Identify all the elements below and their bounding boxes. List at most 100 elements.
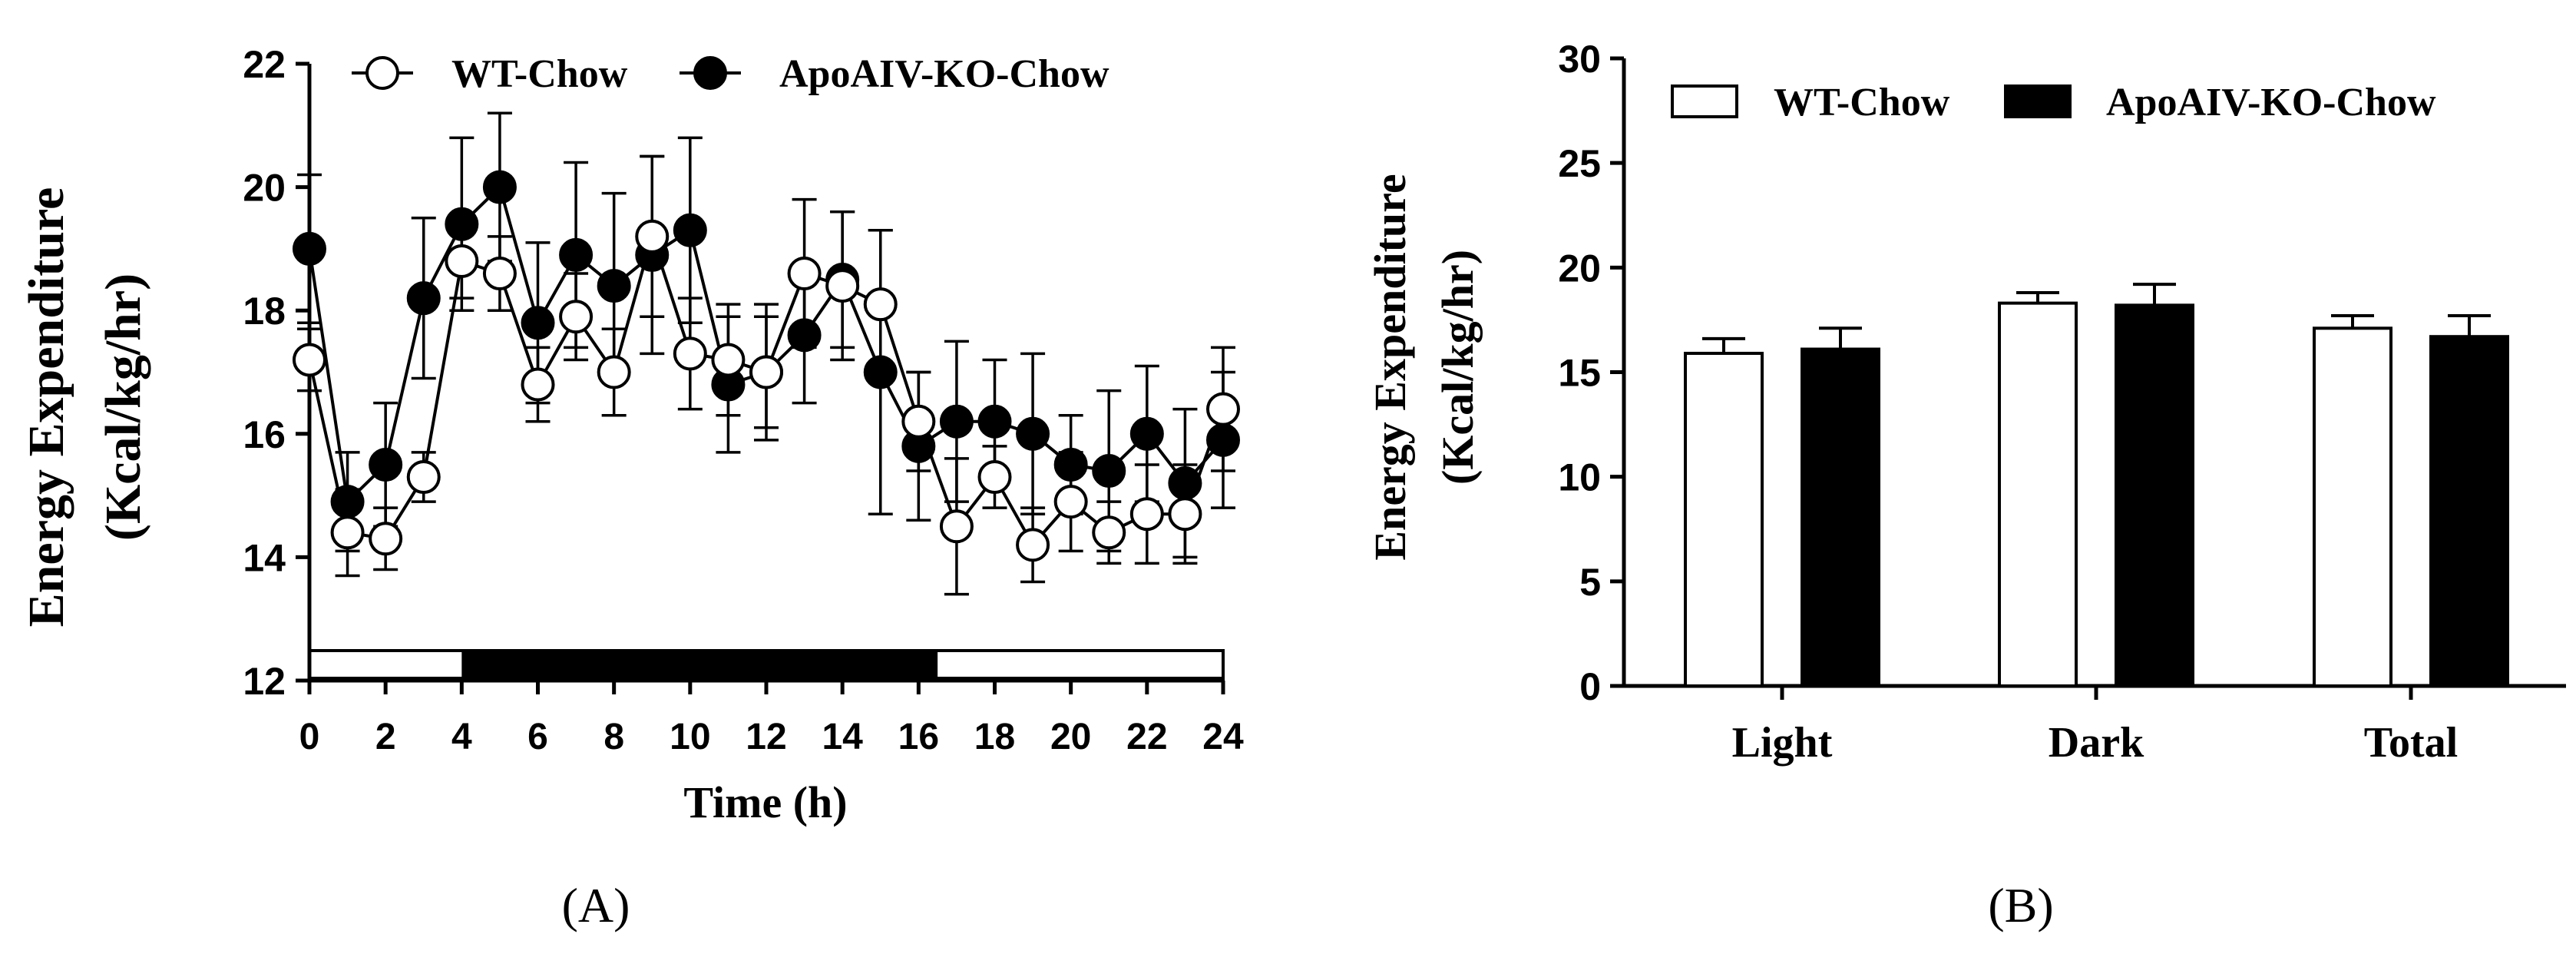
error-bars <box>297 111 1235 596</box>
x-tick-label: 20 <box>1050 717 1091 757</box>
point-wt-chow <box>673 336 707 371</box>
error-bar <box>2448 313 2491 337</box>
point-wt-chow <box>1129 497 1164 532</box>
y-tick-label: 10 <box>1558 456 1601 499</box>
x-tick-label: Total <box>2364 719 2458 767</box>
dark-phase-bar <box>461 651 938 678</box>
point-wt-chow <box>1168 497 1202 532</box>
point-wt-chow <box>445 243 479 278</box>
y-tick-label: 15 <box>1558 352 1601 395</box>
point-apoaiv-ko-chow <box>445 207 479 241</box>
bar-apoaiv-ko-chow <box>1801 347 1880 687</box>
y-axis-label: Energy Expenditure (Kcal/kg/hr) <box>1365 174 1483 560</box>
point-apoaiv-ko-chow <box>1129 416 1164 451</box>
point-apoaiv-ko-chow <box>330 485 365 519</box>
x-tick-label: Dark <box>2049 719 2144 767</box>
point-wt-chow <box>711 343 746 377</box>
x-tick-label: 22 <box>1126 717 1167 757</box>
point-wt-chow <box>1206 392 1240 426</box>
point-apoaiv-ko-chow <box>521 306 555 340</box>
error-bar <box>2331 313 2374 329</box>
x-tick-label: 8 <box>603 717 624 757</box>
y-tick-label: 20 <box>1558 247 1601 290</box>
y-tick-label: 0 <box>1579 665 1601 708</box>
point-apoaiv-ko-chow <box>939 404 974 439</box>
point-wt-chow <box>1053 485 1088 519</box>
point-wt-chow <box>559 300 594 334</box>
point-wt-chow <box>977 460 1012 495</box>
point-apoaiv-ko-chow <box>406 281 441 316</box>
point-wt-chow <box>787 257 822 291</box>
error-bar <box>2133 283 2176 306</box>
point-wt-chow <box>939 509 974 544</box>
point-apoaiv-ko-chow <box>787 318 822 353</box>
y-tick-label: 12 <box>243 660 286 703</box>
point-wt-chow <box>597 355 631 389</box>
point-wt-chow <box>825 269 860 303</box>
point-apoaiv-ko-chow <box>597 269 631 303</box>
point-wt-chow <box>863 287 898 322</box>
point-wt-chow <box>293 343 326 377</box>
error-bar <box>1819 326 1862 349</box>
x-tick-label: Light <box>1732 719 1833 767</box>
y-tick-label: 14 <box>243 536 286 579</box>
panel-b: Energy Expenditure (Kcal/kg/hr) 0 5 10 15 20… <box>1365 38 2566 933</box>
x-axis-label: Time (h) <box>683 777 847 827</box>
point-wt-chow <box>749 355 783 389</box>
y-axis-label: Energy Expenditure (Kcal/kg/hr) <box>18 187 151 628</box>
point-apoaiv-ko-chow <box>482 170 517 204</box>
y-tick-label: 22 <box>243 43 286 86</box>
point-apoaiv-ko-chow <box>977 404 1012 439</box>
y-tick-label: 18 <box>243 290 286 333</box>
point-apoaiv-ko-chow <box>1092 453 1126 488</box>
y-axis-label-line2: (Kcal/kg/hr) <box>1433 250 1483 485</box>
legend: WT-Chow ApoAIV-KO-Chow <box>352 52 1109 96</box>
x-tick-label: 12 <box>746 717 786 757</box>
legend-label-wt: WT-Chow <box>451 52 628 96</box>
y-axis-label-line1: Energy Expenditure <box>18 187 74 628</box>
panel-a: Energy Expenditure (Kcal/kg/hr) 12 14 16 18… <box>18 43 1244 933</box>
panel-label-b: (B) <box>1988 878 2053 933</box>
x-tick-label: 0 <box>299 717 320 757</box>
point-wt-chow <box>521 367 555 402</box>
point-wt-chow <box>482 257 517 291</box>
y-tick-label: 16 <box>243 413 286 456</box>
point-apoaiv-ko-chow <box>863 355 898 389</box>
bar-wt-chow <box>2313 326 2392 687</box>
legend-label-wt: WT-Chow <box>1774 81 1950 124</box>
data-points <box>293 170 1240 562</box>
bar-wt-chow <box>1684 351 1764 687</box>
point-wt-chow <box>406 460 441 495</box>
bars <box>1684 283 2509 687</box>
y-axis-label-line2: (Kcal/kg/hr) <box>95 273 151 541</box>
point-wt-chow <box>1092 515 1126 550</box>
panel-label-a: (A) <box>562 878 630 933</box>
x-tick-label: 2 <box>375 717 396 757</box>
point-apoaiv-ko-chow <box>1016 416 1050 451</box>
legend-label-ko: ApoAIV-KO-Chow <box>779 52 1109 96</box>
x-tick-label: 10 <box>670 717 710 757</box>
legend: WT-Chow ApoAIV-KO-Chow <box>1671 81 2436 124</box>
point-wt-chow <box>369 522 403 556</box>
point-wt-chow <box>1016 528 1050 562</box>
point-wt-chow <box>330 515 365 550</box>
bar-wt-chow <box>1998 301 2078 687</box>
legend-swatch-wt <box>1671 84 1738 118</box>
point-apoaiv-ko-chow <box>1206 422 1240 457</box>
legend-swatch-ko <box>2004 84 2072 118</box>
y-ticks: 0 5 10 15 20 25 30 <box>1558 38 1624 708</box>
y-tick-label: 30 <box>1558 38 1601 81</box>
point-apoaiv-ko-chow <box>293 231 326 266</box>
x-ticks: Light Dark Total <box>1732 686 2458 767</box>
bar-apoaiv-ko-chow <box>2429 335 2509 687</box>
y-tick-label: 5 <box>1579 561 1601 604</box>
x-tick-label: 6 <box>527 717 548 757</box>
bar-apoaiv-ko-chow <box>2115 303 2194 687</box>
point-apoaiv-ko-chow <box>1053 447 1088 482</box>
point-apoaiv-ko-chow <box>369 447 403 482</box>
y-ticks: 12 14 16 18 20 22 <box>243 43 309 703</box>
point-wt-chow <box>901 404 936 439</box>
legend-marker-wt <box>365 56 399 90</box>
x-ticks: 0 2 4 6 8 10 12 14 16 18 20 22 24 <box>299 681 1244 757</box>
